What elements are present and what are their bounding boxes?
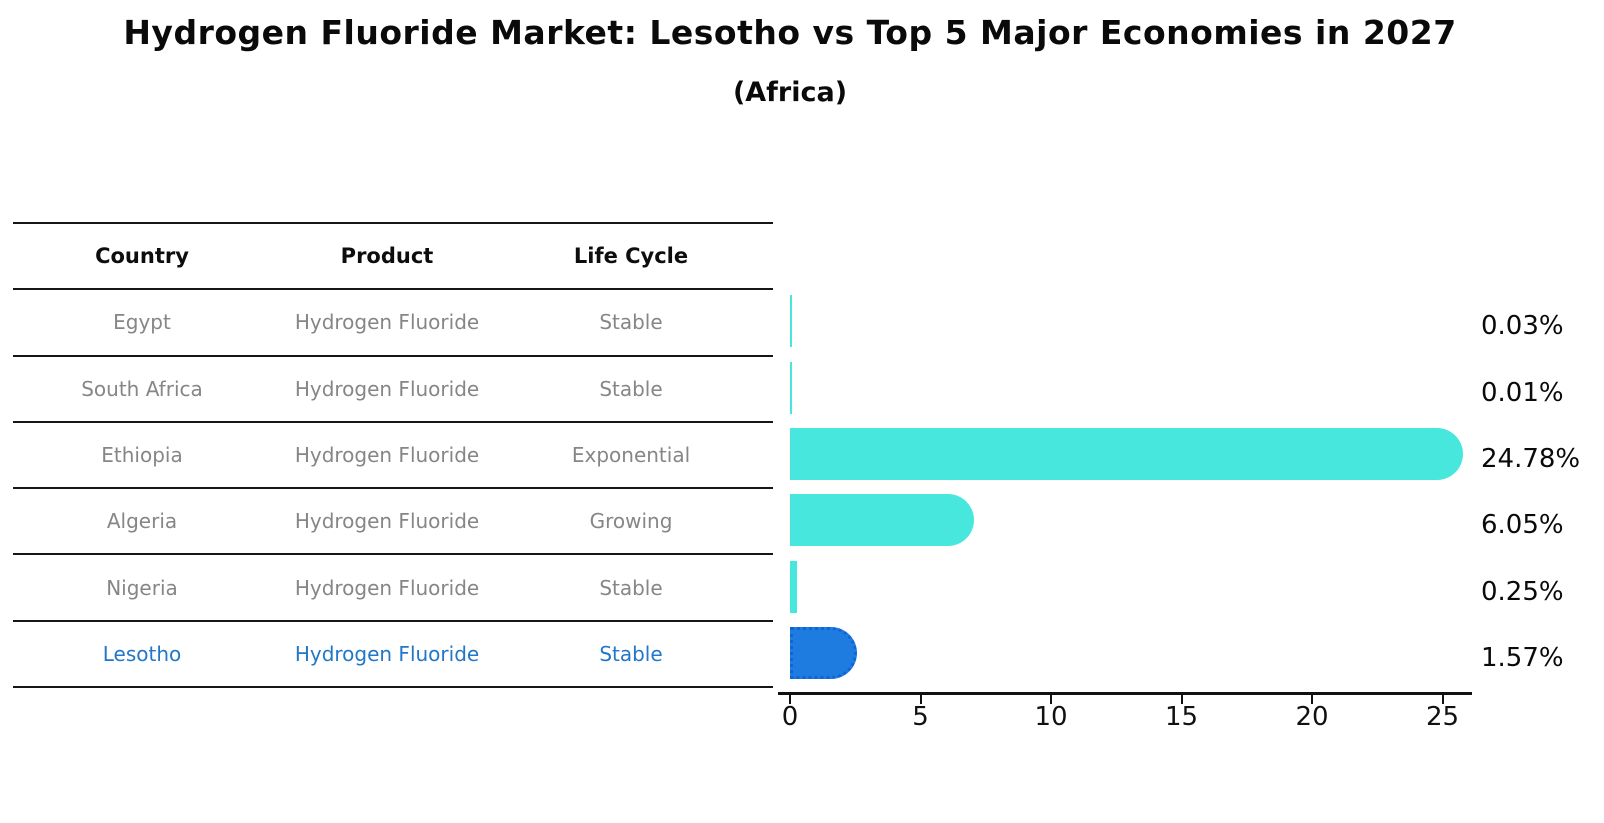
x-tick-label: 0	[781, 702, 799, 732]
x-tick-label: 15	[1164, 702, 1199, 732]
value-label: 0.01%	[1481, 377, 1564, 408]
cell-life-cycle: Growing	[589, 509, 673, 534]
bar-ethiopia	[790, 427, 1463, 480]
x-tick-label: 20	[1295, 702, 1329, 732]
bar-south-africa	[790, 361, 792, 414]
cell-life-cycle: Stable	[599, 310, 663, 335]
x-tick	[1441, 695, 1444, 704]
bar-algeria	[790, 494, 974, 547]
cell-life-cycle: Exponential	[571, 443, 691, 468]
x-tick	[1180, 695, 1183, 704]
column-header-product: Product	[340, 244, 434, 269]
table-row: Lesotho Hydrogen Fluoride Stable	[13, 619, 773, 686]
value-label: 1.57%	[1481, 642, 1564, 673]
table-row: Algeria Hydrogen Fluoride Growing	[13, 487, 773, 553]
cell-country: Algeria	[106, 509, 178, 534]
x-tick	[1311, 695, 1313, 704]
value-label: 0.03%	[1481, 311, 1564, 342]
cell-product: Hydrogen Fluoride	[294, 443, 480, 468]
table-header-row: Country Product Life Cycle	[13, 222, 773, 288]
x-axis-line	[778, 692, 1472, 695]
cell-product: Hydrogen Fluoride	[294, 509, 480, 534]
x-tick-label: 5	[912, 702, 929, 732]
cell-country: Lesotho	[102, 641, 182, 666]
cell-country: South Africa	[81, 376, 203, 401]
bar-lesotho	[790, 626, 857, 679]
cell-country: Egypt	[113, 310, 171, 335]
bar-nigeria	[790, 560, 797, 613]
cell-life-cycle: Stable	[599, 575, 663, 600]
x-tick-label: 25	[1425, 702, 1460, 732]
value-label: 24.78%	[1481, 443, 1581, 474]
cell-life-cycle: Stable	[599, 641, 663, 666]
table-body: Egypt Hydrogen Fluoride Stable South Africa…	[13, 288, 773, 686]
x-tick	[789, 695, 791, 704]
cell-country: Nigeria	[106, 575, 178, 600]
column-header-country: Country	[95, 244, 189, 269]
x-tick	[1050, 695, 1052, 704]
column-header-life-cycle: Life Cycle	[573, 244, 689, 269]
x-tick	[919, 695, 922, 704]
value-label: 6.05%	[1481, 510, 1564, 541]
cell-product: Hydrogen Fluoride	[294, 310, 480, 335]
table-row: South Africa Hydrogen Fluoride Stable	[13, 354, 773, 421]
cell-country: Ethiopia	[101, 443, 183, 468]
country-table: Country Product Life Cycle Egypt Hydrogen…	[13, 222, 773, 689]
cell-product: Hydrogen Fluoride	[294, 641, 480, 666]
table-row: Egypt Hydrogen Fluoride Stable	[13, 288, 773, 354]
chart-title: Hydrogen Fluoride Market: Lesotho vs Top…	[123, 13, 1457, 52]
bar-egypt	[790, 295, 792, 348]
value-label: 0.25%	[1481, 576, 1564, 607]
table-row: Nigeria Hydrogen Fluoride Stable	[13, 553, 773, 619]
chart-subtitle: (Africa)	[732, 77, 848, 108]
cell-product: Hydrogen Fluoride	[294, 376, 480, 401]
x-tick-label: 10	[1034, 702, 1068, 732]
cell-product: Hydrogen Fluoride	[294, 575, 480, 600]
table-row: Ethiopia Hydrogen Fluoride Exponential	[13, 420, 773, 487]
cell-life-cycle: Stable	[599, 376, 663, 401]
